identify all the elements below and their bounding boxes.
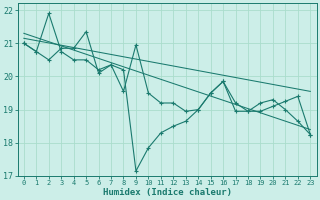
X-axis label: Humidex (Indice chaleur): Humidex (Indice chaleur) <box>103 188 232 197</box>
